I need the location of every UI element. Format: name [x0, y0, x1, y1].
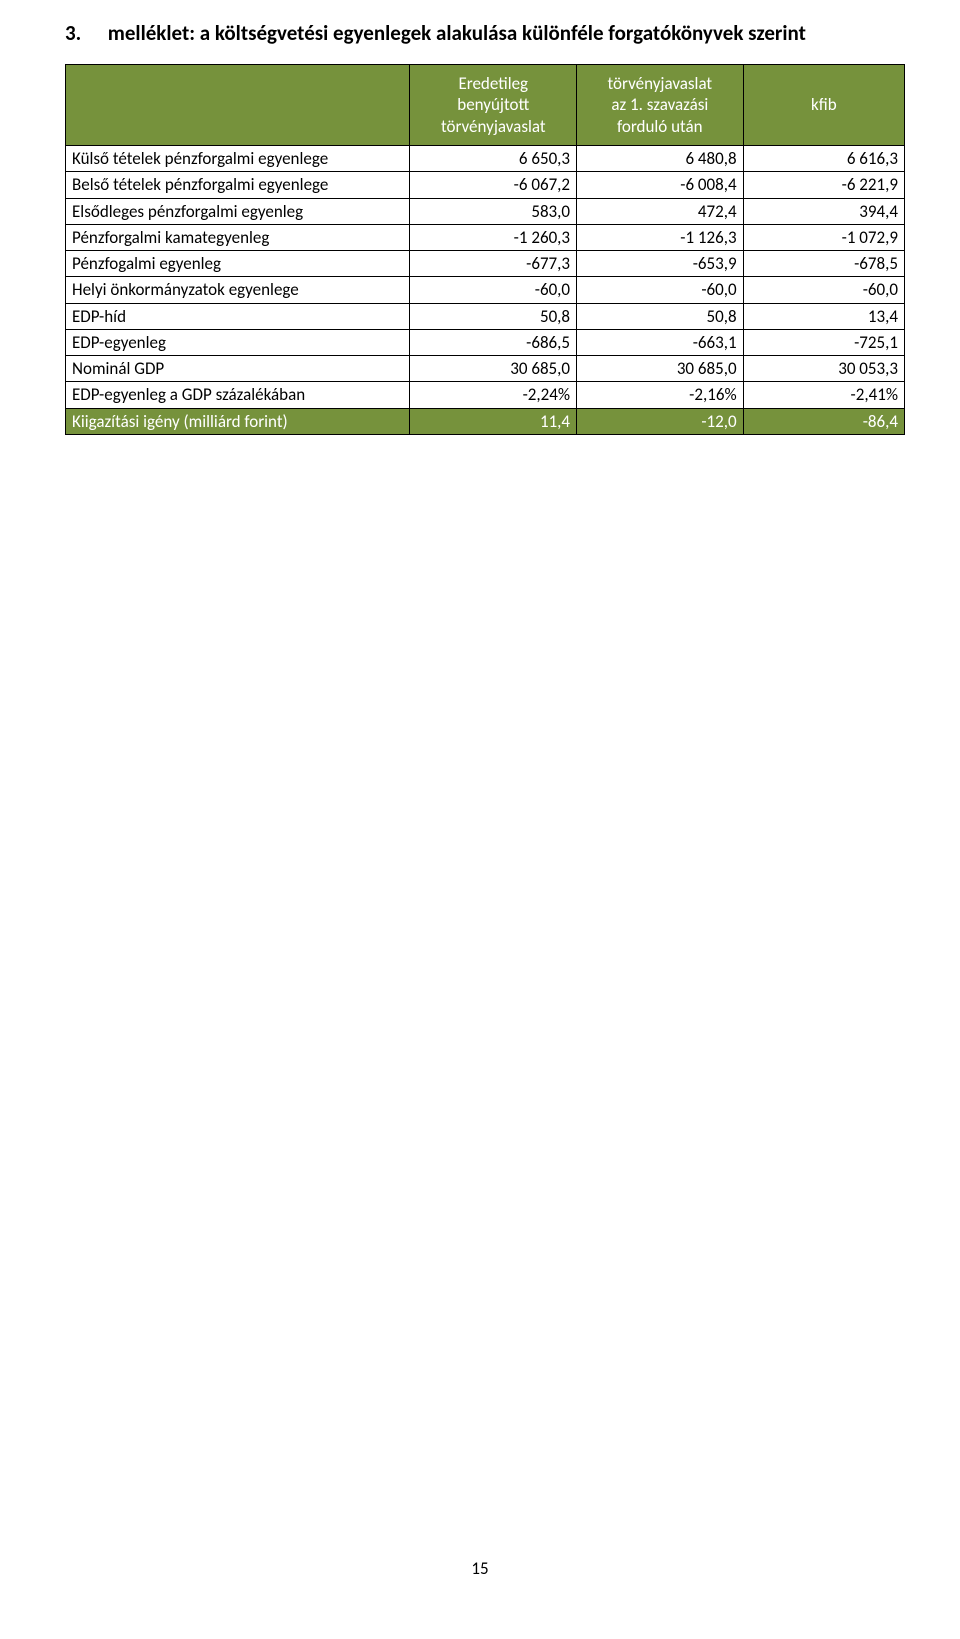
title-number: 3. [65, 20, 103, 46]
header-col-2-line2: az 1. szavazási [611, 94, 708, 115]
row-val-3: -725,1 [743, 329, 904, 355]
header-col-1-line3: törvényjavaslat [441, 116, 546, 137]
header-blank [66, 65, 410, 146]
table-row: EDP-híd 50,8 50,8 13,4 [66, 303, 905, 329]
row-val-1: -686,5 [410, 329, 577, 355]
row-label: Elsődleges pénzforgalmi egyenleg [66, 198, 410, 224]
row-val-2: 6 480,8 [577, 146, 744, 172]
row-val-2: -663,1 [577, 329, 744, 355]
budget-table: Eredetileg benyújtott törvényjavaslat tö… [65, 64, 905, 435]
row-val-3: -86,4 [743, 408, 904, 434]
table-row: Pénzforgalmi kamategyenleg -1 260,3 -1 1… [66, 224, 905, 250]
row-val-1: 30 685,0 [410, 356, 577, 382]
header-col-2-line1: törvényjavaslat [608, 73, 713, 94]
header-col-1: Eredetileg benyújtott törvényjavaslat [410, 65, 577, 146]
row-label: Helyi önkormányzatok egyenlege [66, 277, 410, 303]
row-val-2: -12,0 [577, 408, 744, 434]
row-val-2: 472,4 [577, 198, 744, 224]
row-val-3: 30 053,3 [743, 356, 904, 382]
row-val-1: -677,3 [410, 251, 577, 277]
header-col-3-text: kfib [811, 94, 837, 115]
row-val-3: 13,4 [743, 303, 904, 329]
row-val-1: -60,0 [410, 277, 577, 303]
header-col-1-line1: Eredetileg [458, 73, 528, 94]
table-row-highlight: Kiigazítási igény (milliárd forint) 11,4… [66, 408, 905, 434]
row-label: EDP-egyenleg [66, 329, 410, 355]
header-col-2-line3: forduló után [617, 116, 703, 137]
row-label: EDP-egyenleg a GDP százalékában [66, 382, 410, 408]
page: 3. melléklet: a költségvetési egyenlegek… [0, 0, 960, 1639]
header-col-3: kfib [743, 65, 904, 146]
table-row: Pénzfogalmi egyenleg -677,3 -653,9 -678,… [66, 251, 905, 277]
table-row: Nominál GDP 30 685,0 30 685,0 30 053,3 [66, 356, 905, 382]
header-col-2: törvényjavaslat az 1. szavazási forduló … [577, 65, 744, 146]
row-val-3: -60,0 [743, 277, 904, 303]
table-row: Helyi önkormányzatok egyenlege -60,0 -60… [66, 277, 905, 303]
row-val-2: 30 685,0 [577, 356, 744, 382]
row-val-3: 6 616,3 [743, 146, 904, 172]
title-text: melléklet: a költségvetési egyenlegek al… [108, 20, 806, 46]
row-val-3: -678,5 [743, 251, 904, 277]
row-label: Nominál GDP [66, 356, 410, 382]
table-row: Belső tételek pénzforgalmi egyenlege -6 … [66, 172, 905, 198]
table-row: Elsődleges pénzforgalmi egyenleg 583,0 4… [66, 198, 905, 224]
row-val-2: -1 126,3 [577, 224, 744, 250]
row-val-1: 50,8 [410, 303, 577, 329]
section-title: 3. melléklet: a költségvetési egyenlegek… [65, 20, 910, 46]
row-val-1: -2,24% [410, 382, 577, 408]
table-header-row: Eredetileg benyújtott törvényjavaslat tö… [66, 65, 905, 146]
row-val-1: 11,4 [410, 408, 577, 434]
row-val-1: -1 260,3 [410, 224, 577, 250]
row-val-3: -1 072,9 [743, 224, 904, 250]
row-label: Pénzfogalmi egyenleg [66, 251, 410, 277]
row-val-3: -2,41% [743, 382, 904, 408]
row-val-1: 6 650,3 [410, 146, 577, 172]
row-val-1: 583,0 [410, 198, 577, 224]
row-val-3: 394,4 [743, 198, 904, 224]
table-row: Külső tételek pénzforgalmi egyenlege 6 6… [66, 146, 905, 172]
row-val-2: -6 008,4 [577, 172, 744, 198]
row-label: Kiigazítási igény (milliárd forint) [66, 408, 410, 434]
table-row: EDP-egyenleg a GDP százalékában -2,24% -… [66, 382, 905, 408]
row-label: Pénzforgalmi kamategyenleg [66, 224, 410, 250]
row-val-2: 50,8 [577, 303, 744, 329]
row-val-3: -6 221,9 [743, 172, 904, 198]
row-val-1: -6 067,2 [410, 172, 577, 198]
table-row: EDP-egyenleg -686,5 -663,1 -725,1 [66, 329, 905, 355]
row-label: Belső tételek pénzforgalmi egyenlege [66, 172, 410, 198]
row-label: EDP-híd [66, 303, 410, 329]
row-val-2: -60,0 [577, 277, 744, 303]
header-col-1-line2: benyújtott [457, 94, 529, 115]
row-label: Külső tételek pénzforgalmi egyenlege [66, 146, 410, 172]
page-number: 15 [0, 1558, 960, 1579]
row-val-2: -653,9 [577, 251, 744, 277]
row-val-2: -2,16% [577, 382, 744, 408]
